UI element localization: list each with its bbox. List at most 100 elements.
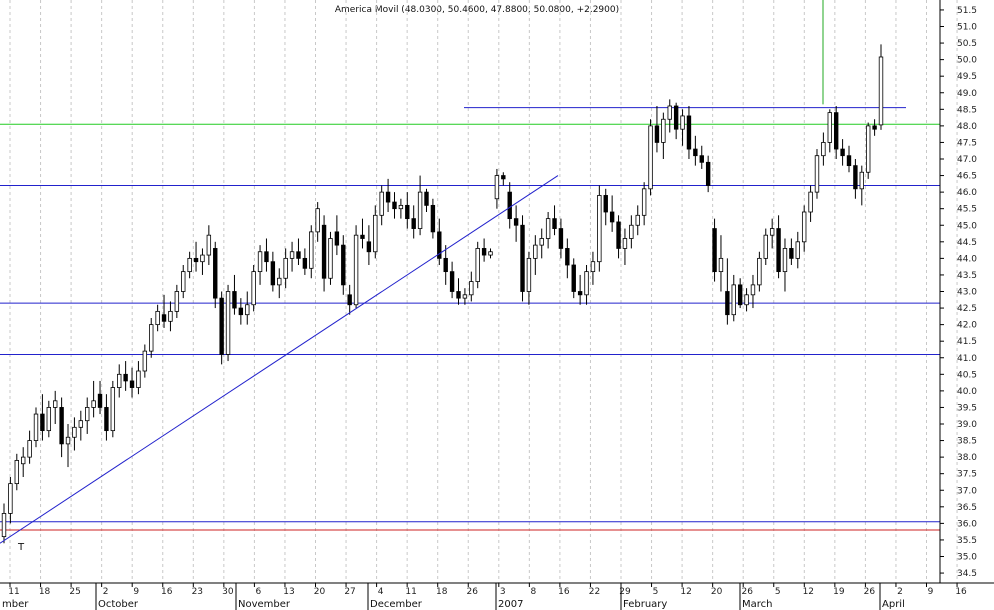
x-tick-label: 8 [530,587,536,597]
x-tick-label: 2 [897,587,903,597]
candle-body [373,214,378,253]
y-tick-label: 39.0 [957,420,977,430]
x-tick-label: 12 [680,587,691,597]
y-tick-label: 42.5 [957,304,977,314]
y-tick-label: 35.0 [957,553,977,563]
x-tick-label: 9 [928,587,934,597]
candle-body [443,257,448,273]
candle-body [808,191,813,213]
x-tick-label: 11 [405,587,416,597]
candle-body [456,291,461,299]
y-tick-label: 40.5 [957,370,977,380]
candle-body [469,281,474,296]
candle-body [731,284,736,316]
candle-body [85,407,90,422]
candle-body [168,310,173,322]
candle-body [424,191,429,206]
candle-body [507,191,512,220]
candle-body [334,231,340,246]
y-tick-label: 45.0 [957,221,977,231]
candle-body [200,254,205,263]
vertical-gridlines [9,0,958,583]
y-tick-label: 40.0 [957,387,977,397]
candle-body [641,188,647,216]
trendline [0,175,559,544]
candle-body [136,370,141,388]
x-tick-label: 5 [653,587,659,597]
candle-body [763,234,768,259]
candle-body [72,426,77,438]
candle-body [725,291,730,316]
x-tick-label: 16 [558,587,570,597]
candle-body [750,284,756,296]
candle-body [232,291,237,309]
x-tick-label: 12 [803,587,814,597]
candle-body [801,211,807,243]
candle-body [245,304,250,316]
candle-body [533,244,538,259]
candle-body [795,241,800,259]
x-tick-label: 16 [955,587,967,597]
y-tick-label: 41.0 [957,354,977,364]
candle-body [174,291,180,312]
candle-body [302,257,308,269]
candle-body [597,195,602,263]
x-tick-label: 5 [775,587,781,597]
month-label: December [370,599,423,610]
y-axis: 34.5 35.0 35.5 36.0 36.5 37.0 37.5 38.0 38.5 39.0… [939,0,977,583]
candle-body [872,125,877,130]
candle-body [21,456,26,465]
candle-body [629,224,634,239]
y-tick-label: 46.5 [957,172,977,182]
month-label: April [882,599,905,610]
candle-body [129,380,135,388]
candle-body [347,294,352,306]
candle-body [520,224,525,292]
candle-body [142,350,148,372]
candle-body [437,231,442,259]
horizontal-reference-lines [0,107,940,531]
candle-body [488,251,493,256]
x-tick-label: 25 [69,587,80,597]
y-tick-label: 34.5 [957,569,977,579]
candle-body [360,234,365,239]
month-label: mber [2,599,29,610]
candle-body [769,228,775,236]
candle-body [686,115,692,150]
candle-body [33,413,39,441]
candle-body [744,294,749,306]
candle-body [833,112,839,150]
candle-body [78,420,84,428]
y-tick-label: 49.0 [957,89,977,99]
candle-body [398,204,404,210]
y-tick-label: 38.5 [957,437,977,447]
candle-body [328,238,333,279]
candle-body [385,191,391,203]
candle-body [449,271,455,292]
candle-body [513,218,519,226]
candle-body [53,400,58,408]
candle-body [859,171,864,190]
candle-body [814,155,820,193]
candle-body [539,238,544,246]
candle-body [571,264,576,292]
candle-body [155,310,160,326]
candle-body [296,251,301,259]
y-tick-label: 35.5 [957,536,977,546]
candle-body [110,387,116,432]
month-label: 2007 [498,599,523,610]
candle-body [341,244,346,286]
x-tick-label: 30 [222,587,234,597]
candle-body [283,257,288,279]
candle-body [251,271,256,306]
candle-body [411,218,416,229]
x-tick-label: 26 [467,587,479,597]
candle-body [776,228,781,273]
candle-body [878,56,884,126]
y-tick-label: 36.5 [957,503,977,513]
candle-body [622,238,628,249]
candle-body [161,314,167,322]
y-tick-label: 44.5 [957,238,977,248]
x-tick-label: 9 [133,587,139,597]
